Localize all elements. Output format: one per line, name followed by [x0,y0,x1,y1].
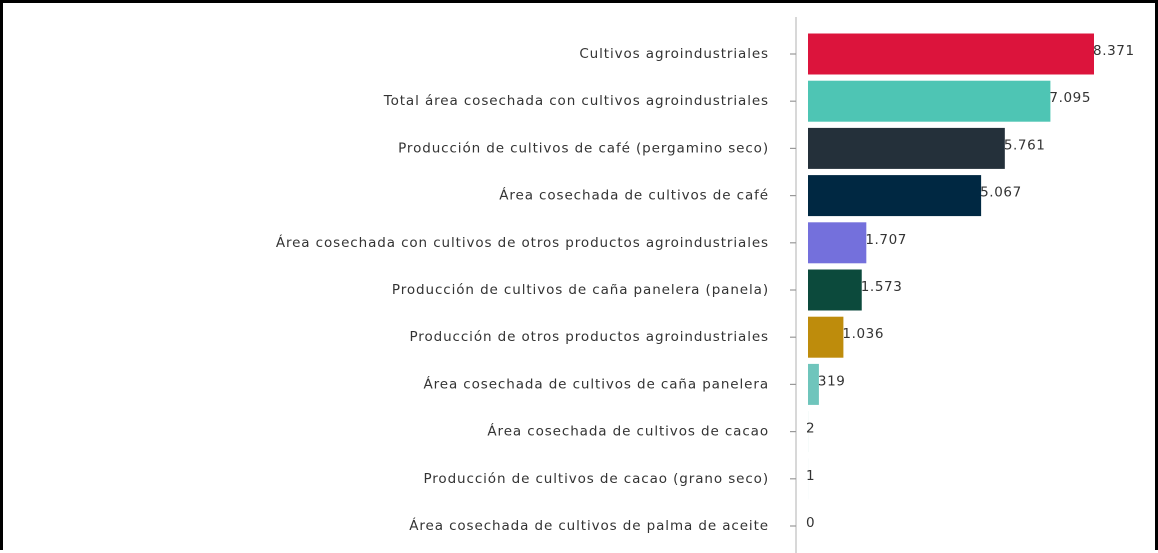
category-label: Cultivos agroindustriales [579,46,769,62]
category-label: Producción de otros productos agroindust… [410,329,770,345]
value-label: 319 [818,373,846,389]
bar[interactable] [808,317,843,358]
bars-group: Cultivos agroindustriales 8.371 Total área… [276,34,1135,535]
value-label: 1 [806,468,815,484]
bar[interactable] [808,34,1094,75]
category-label: Total área cosechada con cultivos agroin… [383,93,769,109]
bar[interactable] [808,81,1050,122]
value-label: 5.761 [1004,137,1046,153]
bar[interactable] [808,175,981,216]
value-label: 0 [806,515,815,531]
value-label: 2 [806,421,815,437]
category-label: Área cosechada de cultivos de palma de a… [409,517,769,534]
bar-chart: Cultivos agroindustriales 8.371 Total área… [3,3,1158,553]
value-label: 7.095 [1049,90,1091,106]
category-label: Producción de cultivos de caña panelera … [392,282,769,298]
category-label: Área cosechada de cultivos de café [499,187,769,204]
category-label: Área cosechada de cultivos de caña panel… [423,375,769,392]
bar[interactable] [808,270,862,311]
category-label: Área cosechada de cultivos de cacao [487,423,769,440]
value-label: 1.573 [861,279,903,295]
category-label: Área cosechada con cultivos de otros pro… [276,234,769,251]
category-label: Producción de cultivos de cacao (grano s… [423,471,769,487]
bar[interactable] [808,128,1005,169]
value-label: 1.707 [865,232,907,248]
value-label: 8.371 [1093,43,1135,59]
value-label: 5.067 [980,185,1022,201]
category-label: Producción de cultivos de café (pergamin… [398,140,769,156]
bar[interactable] [808,222,866,263]
value-label: 1.036 [842,326,884,342]
